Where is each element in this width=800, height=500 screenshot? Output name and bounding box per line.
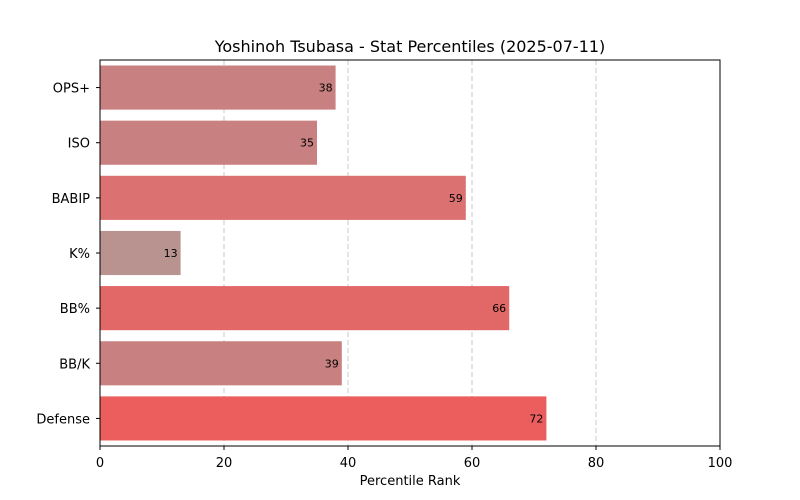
bar [100, 175, 466, 220]
bar-value-label: 35 [300, 137, 314, 150]
bar [100, 65, 336, 110]
y-tick-label: OPS+ [53, 82, 90, 97]
x-tick-label: 0 [96, 456, 104, 471]
x-tick-label: 20 [216, 456, 233, 471]
bar-value-label: 39 [325, 357, 339, 370]
plot-frame [99, 59, 721, 447]
y-tick-label: Defense [36, 412, 90, 427]
x-tick-label: 80 [588, 456, 605, 471]
y-axis: OPS+ ISO BABIP K% BB% BB/K Defense [36, 82, 100, 427]
bar [100, 230, 181, 276]
x-axis-label: Percentile Rank [360, 474, 461, 489]
y-tick-label: BB% [60, 302, 90, 317]
x-axis: 0 20 40 60 80 100 [96, 446, 733, 471]
bar [100, 396, 547, 441]
y-tick-label: BB/K [59, 357, 90, 372]
bar [100, 341, 342, 386]
x-tick-label: 40 [340, 456, 357, 471]
y-tick-label: BABIP [52, 192, 91, 207]
bar [100, 120, 317, 165]
bar-value-label: 38 [319, 82, 333, 95]
x-tick-label: 60 [464, 456, 481, 471]
bar-value-label: 72 [529, 412, 543, 425]
bar-value-label: 13 [164, 247, 178, 260]
y-tick-label: K% [69, 247, 90, 262]
y-tick-label: ISO [68, 137, 90, 152]
grid-lines [223, 60, 597, 446]
bars: 38 35 59 13 66 39 72 [100, 65, 547, 441]
chart-title: Yoshinoh Tsubasa - Stat Percentiles (202… [214, 37, 606, 56]
bar [100, 286, 510, 331]
bar-value-label: 66 [492, 302, 506, 315]
x-tick-label: 100 [708, 456, 733, 471]
bar-value-label: 59 [449, 192, 463, 205]
